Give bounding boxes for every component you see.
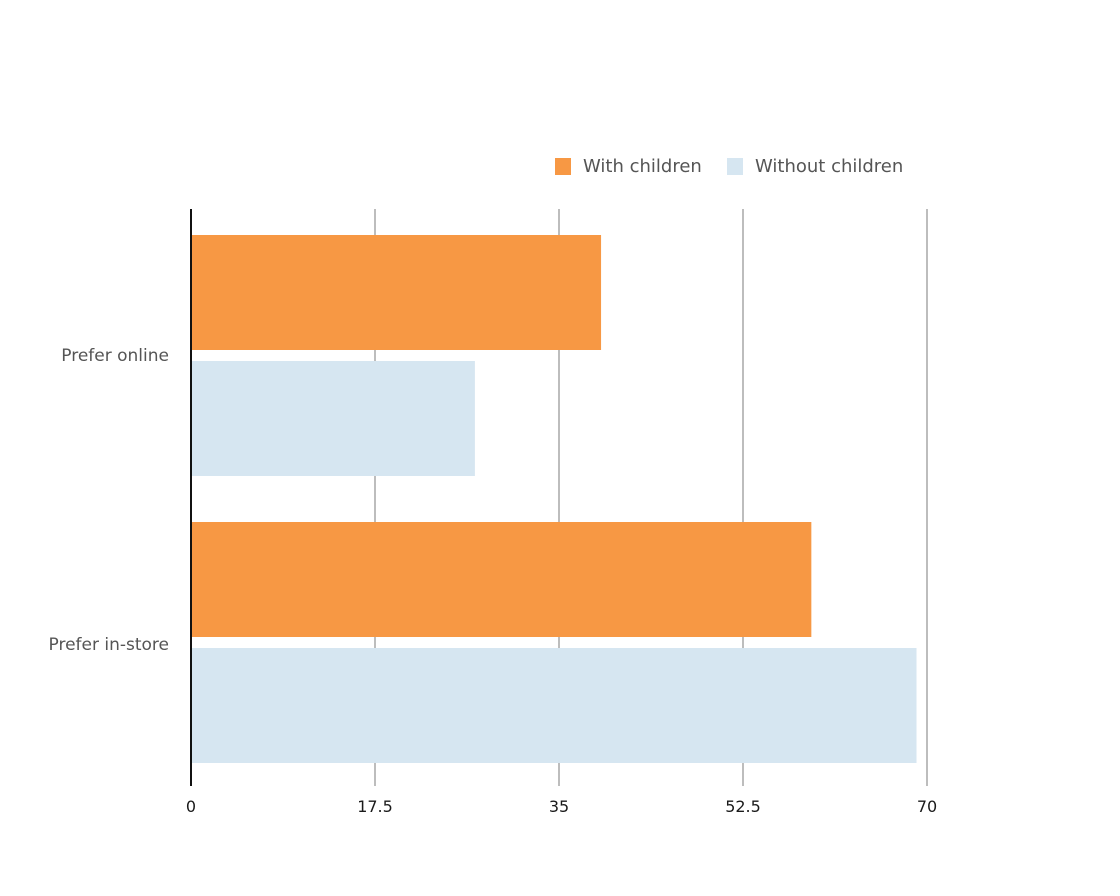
category-label: Prefer online xyxy=(61,346,169,366)
legend-swatch xyxy=(727,158,743,175)
bar-without-children xyxy=(191,361,475,476)
x-tick-label: 52.5 xyxy=(725,797,761,816)
category-labels: Prefer online Prefer in-store xyxy=(49,346,170,655)
x-tick-label: 17.5 xyxy=(357,797,393,816)
legend: With children Without children xyxy=(555,156,903,177)
category-label: Prefer in-store xyxy=(49,635,170,655)
bars xyxy=(191,235,917,763)
x-tick-label: 70 xyxy=(917,797,937,816)
bar-without-children xyxy=(191,648,917,763)
bar-with-children xyxy=(191,522,812,637)
x-tick-label: 35 xyxy=(549,797,569,816)
legend-swatch xyxy=(555,158,571,175)
x-tick-label: 0 xyxy=(186,797,196,816)
x-tick-labels: 0 17.5 35 52.5 70 xyxy=(186,797,937,816)
legend-label: Without children xyxy=(755,156,903,177)
legend-label: With children xyxy=(583,156,702,177)
bar-with-children xyxy=(191,235,602,350)
